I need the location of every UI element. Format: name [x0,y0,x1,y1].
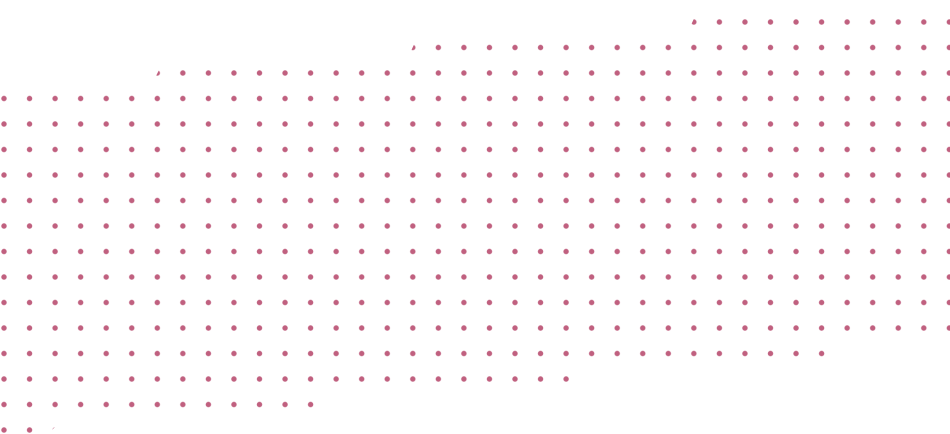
dot-band [0,0,950,434]
page [0,0,950,434]
dot-pattern-graphic [0,0,950,434]
